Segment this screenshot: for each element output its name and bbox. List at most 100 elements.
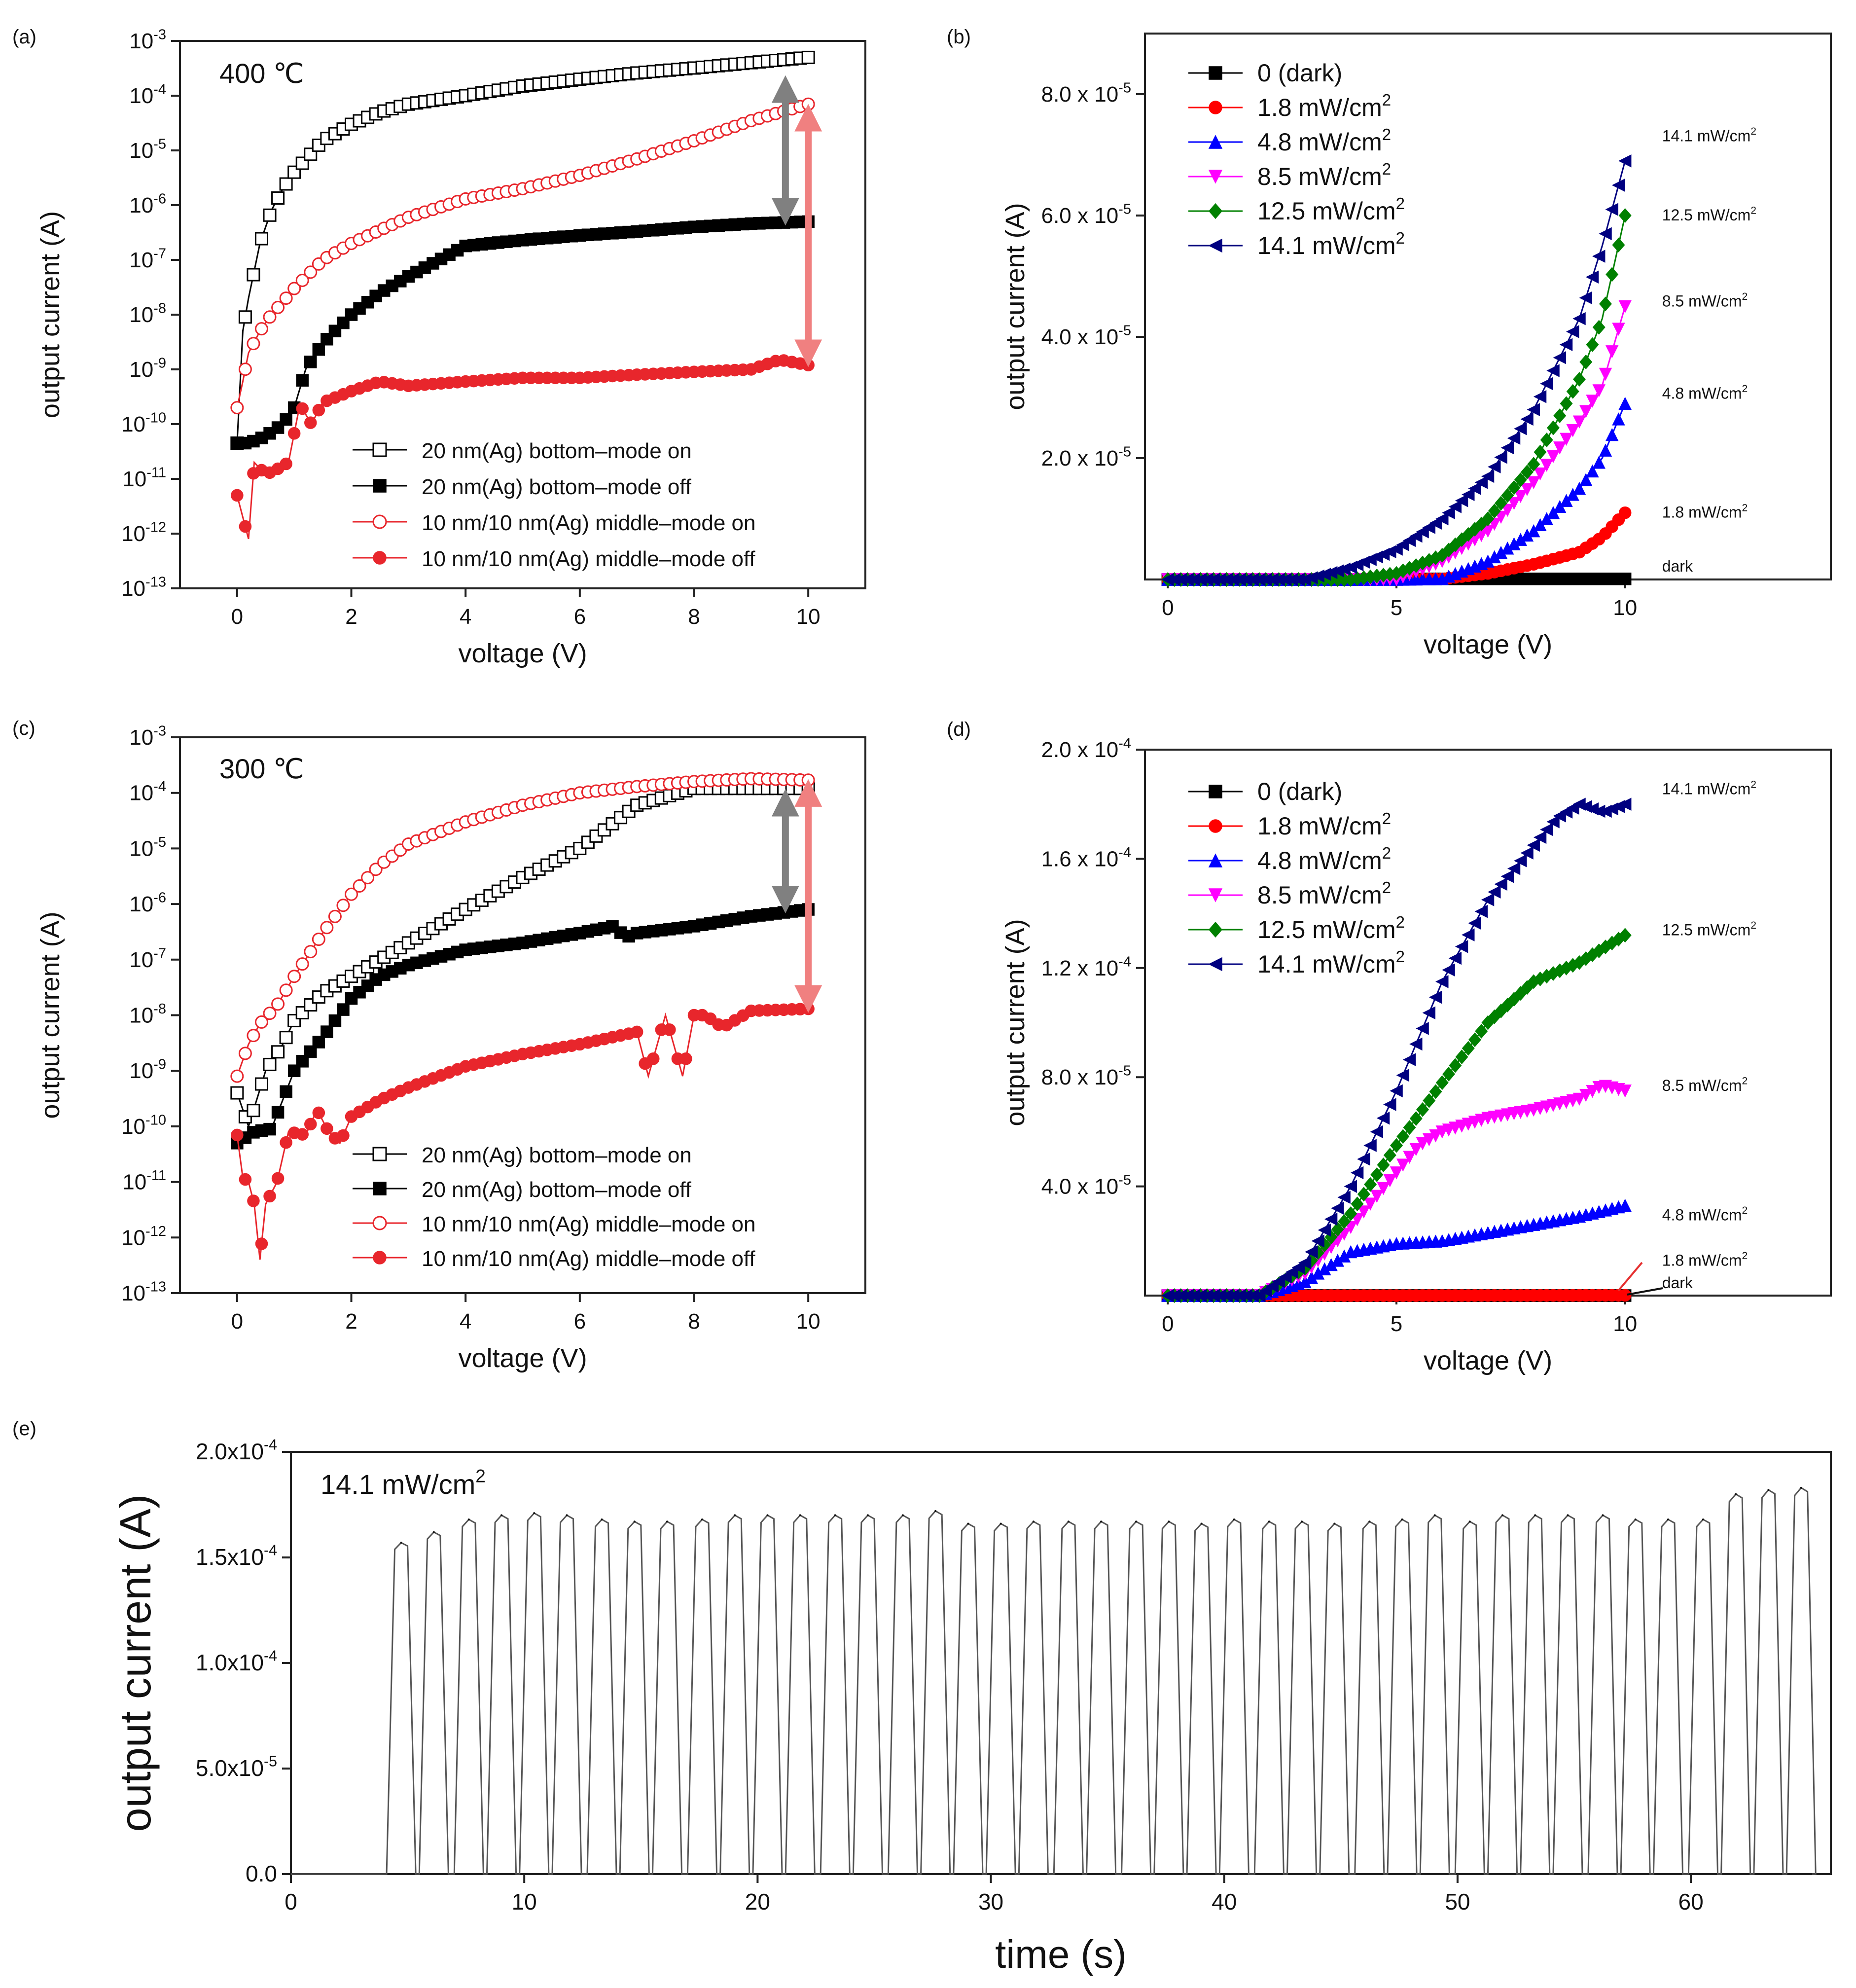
legend-marker-b-0 bbox=[1209, 66, 1222, 80]
chart-panel-a: (a)0 2 4 6 8 1010-1310-1210-1110-1010-910-810… bbox=[12, 26, 866, 668]
y-tick-label-e-2-sup: -4 bbox=[264, 1648, 277, 1664]
y-tick-label-c-6: 10-7 bbox=[129, 945, 166, 972]
data-point-d-5-26 bbox=[1331, 1201, 1344, 1215]
data-point-d-5-55 bbox=[1520, 846, 1534, 860]
data-point-c-1-10 bbox=[312, 1036, 325, 1048]
data-point-b-5-57 bbox=[1533, 390, 1547, 403]
y-tick-label-c-8-sup: -5 bbox=[153, 834, 166, 850]
series-end-label-b-4-sup: 2 bbox=[1750, 205, 1756, 217]
data-point-d-5-45 bbox=[1455, 940, 1468, 953]
series-end-label-b-5-base: 14.1 mW/cm bbox=[1662, 127, 1751, 145]
y-tick-label-a-1-sup: -12 bbox=[145, 520, 166, 536]
data-point-d-3-32 bbox=[1370, 1190, 1384, 1203]
data-point-d-5-17 bbox=[1272, 1275, 1285, 1288]
data-point-d-5-47 bbox=[1468, 916, 1481, 930]
data-point-d-5-15 bbox=[1259, 1284, 1272, 1298]
y-tick-label-d-2-sup: -4 bbox=[1118, 954, 1131, 970]
legend-label-d-1: 1.8 mW/cm2 bbox=[1257, 809, 1391, 840]
x-tick-label-e-6: 60 bbox=[1678, 1889, 1704, 1915]
series-end-label-d-3: 8.5 mW/cm2 bbox=[1662, 1075, 1748, 1094]
data-point-c-0-0 bbox=[230, 1086, 244, 1100]
y-tick-label-c-0-base: 10 bbox=[121, 1281, 145, 1305]
series-line-b-4 bbox=[1168, 215, 1626, 580]
legend-label-c-1: 20 nm(Ag) bottom–mode off bbox=[422, 1178, 692, 1202]
legend-marker-d-2 bbox=[1208, 853, 1223, 867]
x-tick-label-a-3: 6 bbox=[574, 605, 586, 629]
data-point-d-4-30 bbox=[1357, 1187, 1370, 1202]
data-point-a-2-4 bbox=[263, 310, 277, 324]
data-point-a-0-6 bbox=[279, 177, 293, 191]
data-point-b-2-65 bbox=[1586, 464, 1599, 478]
pulse-peak-e-20 bbox=[1067, 1520, 1070, 1523]
data-point-d-5-51 bbox=[1494, 877, 1507, 891]
y-tick-label-c-10-base: 10 bbox=[129, 725, 153, 750]
y-tick-label-c-9: 10-4 bbox=[129, 779, 166, 805]
pulse-peak-e-36 bbox=[1602, 1514, 1604, 1517]
data-point-b-5-59 bbox=[1546, 364, 1560, 377]
data-point-d-3-65 bbox=[1586, 1084, 1599, 1098]
x-tick-label-e-3: 30 bbox=[978, 1889, 1003, 1915]
legend-label-d-1-sup: 2 bbox=[1382, 809, 1391, 828]
data-point-d-5-37 bbox=[1402, 1053, 1416, 1066]
data-point-b-5-42 bbox=[1435, 512, 1449, 526]
x-axis-title-e: time (s) bbox=[995, 1932, 1127, 1976]
data-point-b-3-54 bbox=[1514, 490, 1527, 503]
data-point-d-5-39 bbox=[1416, 1022, 1429, 1035]
legend-label-d-2-base: 4.8 mW/cm bbox=[1257, 847, 1382, 874]
pulse-peak-e-14 bbox=[866, 1514, 869, 1517]
data-point-b-3-59 bbox=[1546, 450, 1560, 464]
x-tick-label-b-2: 10 bbox=[1613, 596, 1637, 620]
series-end-label-d-2: 4.8 mW/cm2 bbox=[1662, 1205, 1748, 1224]
legend-marker-c-3 bbox=[373, 1251, 387, 1265]
data-point-d-5-25 bbox=[1324, 1212, 1338, 1226]
data-point-a-3-0 bbox=[231, 489, 244, 502]
data-point-b-3-56 bbox=[1527, 476, 1540, 489]
y-tick-label-e-2: 1.0x10-4 bbox=[196, 1648, 277, 1675]
data-point-c-2-11 bbox=[320, 921, 334, 935]
data-point-b-5-48 bbox=[1474, 475, 1488, 489]
data-point-b-4-55 bbox=[1520, 465, 1534, 480]
y-tick-label-c-6-base: 10 bbox=[129, 948, 153, 972]
data-point-b-5-49 bbox=[1481, 470, 1495, 483]
data-point-b-3-60 bbox=[1553, 441, 1567, 455]
data-point-b-2-70 bbox=[1618, 397, 1632, 410]
data-point-a-2-5 bbox=[271, 300, 285, 314]
data-point-b-5-63 bbox=[1572, 312, 1586, 325]
y-tick-label-d-4: 2.0 x 10-4 bbox=[1041, 736, 1131, 762]
legend-label-b-1-base: 1.8 mW/cm bbox=[1257, 94, 1382, 121]
y-tick-label-a-0-base: 10 bbox=[121, 577, 145, 601]
data-point-d-4-70 bbox=[1618, 928, 1632, 943]
legend-marker-a-0 bbox=[372, 442, 387, 457]
data-point-d-4-28 bbox=[1344, 1206, 1357, 1221]
series-end-label-b-2-base: 4.8 mW/cm bbox=[1662, 384, 1742, 402]
data-point-c-3-55 bbox=[679, 1052, 692, 1065]
data-point-c-2-10 bbox=[312, 933, 325, 946]
y-tick-label-a-1-base: 10 bbox=[121, 522, 145, 546]
data-point-b-3-63 bbox=[1572, 415, 1586, 429]
x-tick-label-e-2: 20 bbox=[745, 1889, 770, 1915]
data-point-b-4-68 bbox=[1606, 267, 1619, 282]
data-point-d-4-44 bbox=[1449, 1058, 1462, 1073]
data-point-b-4-65 bbox=[1586, 337, 1599, 352]
data-point-d-3-34 bbox=[1383, 1174, 1396, 1188]
data-point-d-3-36 bbox=[1396, 1158, 1410, 1172]
y-tick-label-a-10-base: 10 bbox=[129, 29, 153, 53]
series-c-3 bbox=[231, 1002, 815, 1260]
data-point-c-2-17 bbox=[369, 863, 383, 876]
x-tick-label-a-4: 8 bbox=[688, 605, 700, 629]
data-point-a-2-7 bbox=[287, 282, 301, 295]
data-point-a-3-10 bbox=[312, 403, 325, 417]
data-point-c-2-2 bbox=[247, 1029, 260, 1043]
data-point-d-3-33 bbox=[1377, 1182, 1390, 1195]
data-point-b-4-62 bbox=[1566, 384, 1579, 399]
arrow-1-8-d bbox=[1617, 1262, 1643, 1292]
data-point-c-2-9 bbox=[304, 945, 318, 959]
y-tick-label-a-10: 10-3 bbox=[129, 27, 166, 53]
y-tick-label-a-3-sup: -10 bbox=[145, 410, 166, 426]
y-tick-label-c-7: 10-6 bbox=[129, 890, 166, 916]
data-point-b-4-67 bbox=[1599, 296, 1612, 312]
chart-title-c: 300 ℃ bbox=[219, 753, 304, 784]
panel-label-c: (c) bbox=[12, 718, 36, 739]
data-point-c-3-11 bbox=[321, 1122, 333, 1135]
data-point-d-4-26 bbox=[1331, 1222, 1344, 1237]
